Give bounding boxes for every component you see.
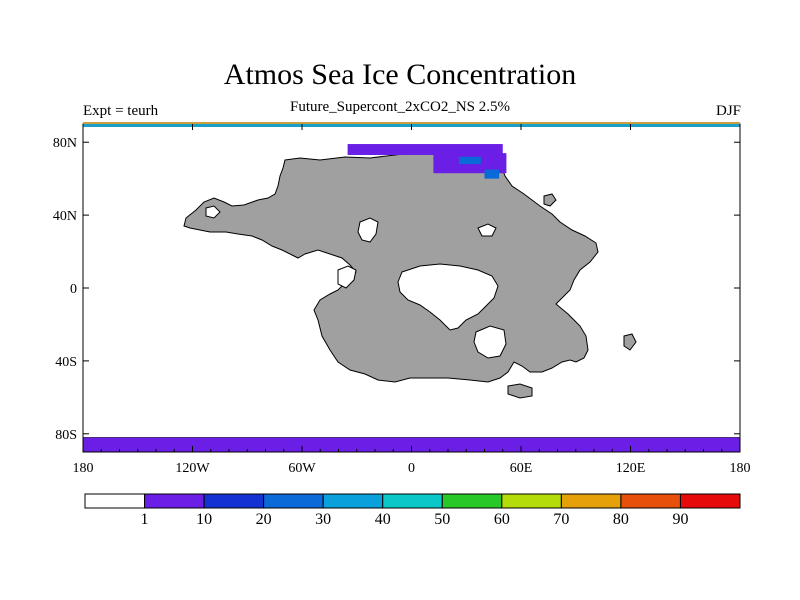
colorbar-label: 30	[315, 511, 331, 528]
colorbar-box	[560, 493, 622, 509]
inland-lake	[477, 223, 497, 237]
inland-lake	[473, 325, 507, 359]
experiment-label: Expt = teurh	[83, 103, 159, 119]
colorbar-label: 10	[196, 511, 212, 528]
northern-sea-ice-patch	[484, 169, 500, 179]
lon-tick-label: 60W	[288, 461, 316, 476]
colorbar-label: 90	[672, 511, 688, 528]
colorbar-box	[382, 493, 443, 509]
lon-tick-label: 120E	[616, 461, 646, 476]
inland-lake	[357, 217, 379, 243]
northern-sea-ice-patch	[458, 156, 481, 165]
inland-lake	[205, 205, 221, 219]
island	[543, 193, 557, 207]
figure-title: Atmos Sea Ice Concentration	[223, 58, 577, 91]
lon-tick-label: 180	[73, 461, 94, 476]
map-axes: 80N 40N 0 40S 80S 180 120W 60W 0 60E 120E 180	[53, 124, 751, 476]
inland-lake	[337, 265, 357, 289]
colorbar-box	[203, 493, 265, 509]
colorbar-box	[620, 493, 681, 509]
island	[623, 333, 637, 351]
colorbar-label: 1	[141, 511, 149, 528]
colorbar-label: 50	[434, 511, 450, 528]
colorbar-box	[679, 493, 741, 509]
northern-sea-ice-patch	[347, 144, 503, 155]
lat-tick-label: 40S	[55, 355, 77, 370]
map-area	[82, 122, 741, 453]
figure-subtitle: Future_Supercont_2xCO2_NS 2.5%	[290, 99, 510, 115]
colorbar-box	[501, 493, 562, 509]
colorbar-label: 60	[494, 511, 510, 528]
lat-tick-label: 80N	[53, 136, 77, 151]
colorbar-box	[144, 493, 205, 509]
map-top-edge-line	[83, 122, 740, 124]
colorbar-box	[84, 493, 146, 509]
lon-tick-label: 180	[730, 461, 751, 476]
lat-tick-label: 40N	[53, 209, 77, 224]
land-mass	[183, 149, 599, 383]
lat-tick-label: 0	[70, 282, 77, 297]
colorbar-label: 40	[375, 511, 391, 528]
colorbar-label: 80	[613, 511, 629, 528]
season-label: DJF	[715, 103, 741, 119]
lon-tick-label: 120W	[175, 461, 210, 476]
colorbar-box	[441, 493, 503, 509]
colorbar-label: 70	[553, 511, 569, 528]
inland-sea	[397, 263, 499, 331]
colorbar: 1 10 20 30 40 50 60 70 80 90	[84, 493, 741, 528]
lat-tick-label: 80S	[55, 428, 77, 443]
island	[507, 383, 533, 399]
colorbar-box	[263, 493, 324, 509]
colorbar-label: 20	[256, 511, 272, 528]
lon-tick-label: 60E	[510, 461, 533, 476]
colorbar-box	[322, 493, 384, 509]
lon-tick-label: 0	[408, 461, 415, 476]
